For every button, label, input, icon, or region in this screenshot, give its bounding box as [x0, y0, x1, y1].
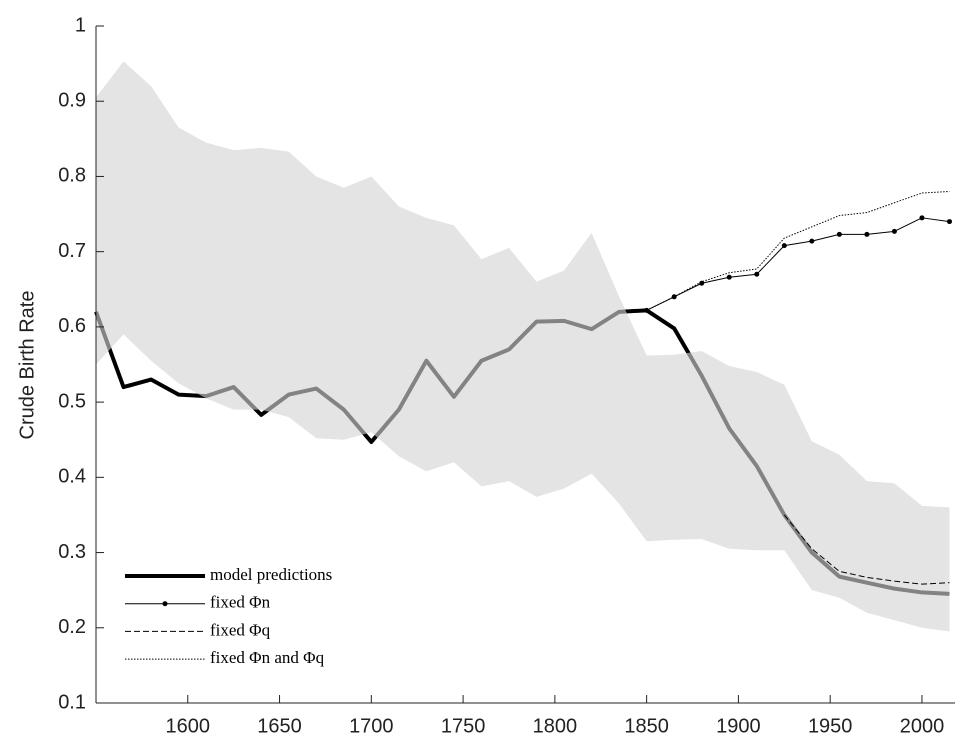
uncertainty-band: [96, 61, 950, 632]
y-tick-label: 0.6: [58, 315, 86, 337]
series-marker: [836, 231, 842, 237]
y-tick-label: 0.7: [58, 240, 86, 262]
y-tick-label: 0.1: [58, 691, 86, 713]
series-marker: [754, 271, 760, 277]
series-marker: [946, 219, 952, 225]
x-tick-label: 1650: [257, 715, 302, 737]
y-tick-label: 0.5: [58, 390, 86, 412]
x-tick-label: 1750: [441, 715, 486, 737]
y-axis-label: Crude Birth Rate: [16, 291, 38, 440]
y-tick-label: 1: [75, 14, 86, 36]
series-marker: [726, 274, 732, 280]
x-tick-label: 1900: [716, 715, 761, 737]
legend-marker: [162, 601, 168, 607]
y-tick-label: 0.4: [58, 466, 86, 488]
series-line: [646, 217, 950, 311]
x-tick-label: 1800: [533, 715, 578, 737]
y-tick-label: 0.9: [58, 90, 86, 112]
x-tick-label: 1950: [808, 715, 853, 737]
x-tick-label: 1850: [624, 715, 669, 737]
series-marker: [781, 243, 787, 249]
x-tick-label: 1600: [166, 715, 211, 737]
series-marker: [891, 228, 897, 234]
x-tick-label: 2000: [900, 715, 945, 737]
series-marker: [864, 231, 870, 237]
series-marker: [809, 238, 815, 244]
legend-label: model predictions: [210, 565, 332, 584]
legend-label: fixed Φq: [210, 620, 271, 639]
y-tick-label: 0.3: [58, 541, 86, 563]
legend-label: fixed Φn and Φq: [210, 648, 325, 667]
y-tick-label: 0.8: [58, 165, 86, 187]
y-tick-label: 0.2: [58, 616, 86, 638]
series-line: [783, 514, 950, 585]
series-line: [646, 190, 950, 311]
x-tick-label: 1700: [349, 715, 394, 737]
series-marker: [919, 215, 925, 221]
legend-label: fixed Φn: [210, 593, 271, 612]
